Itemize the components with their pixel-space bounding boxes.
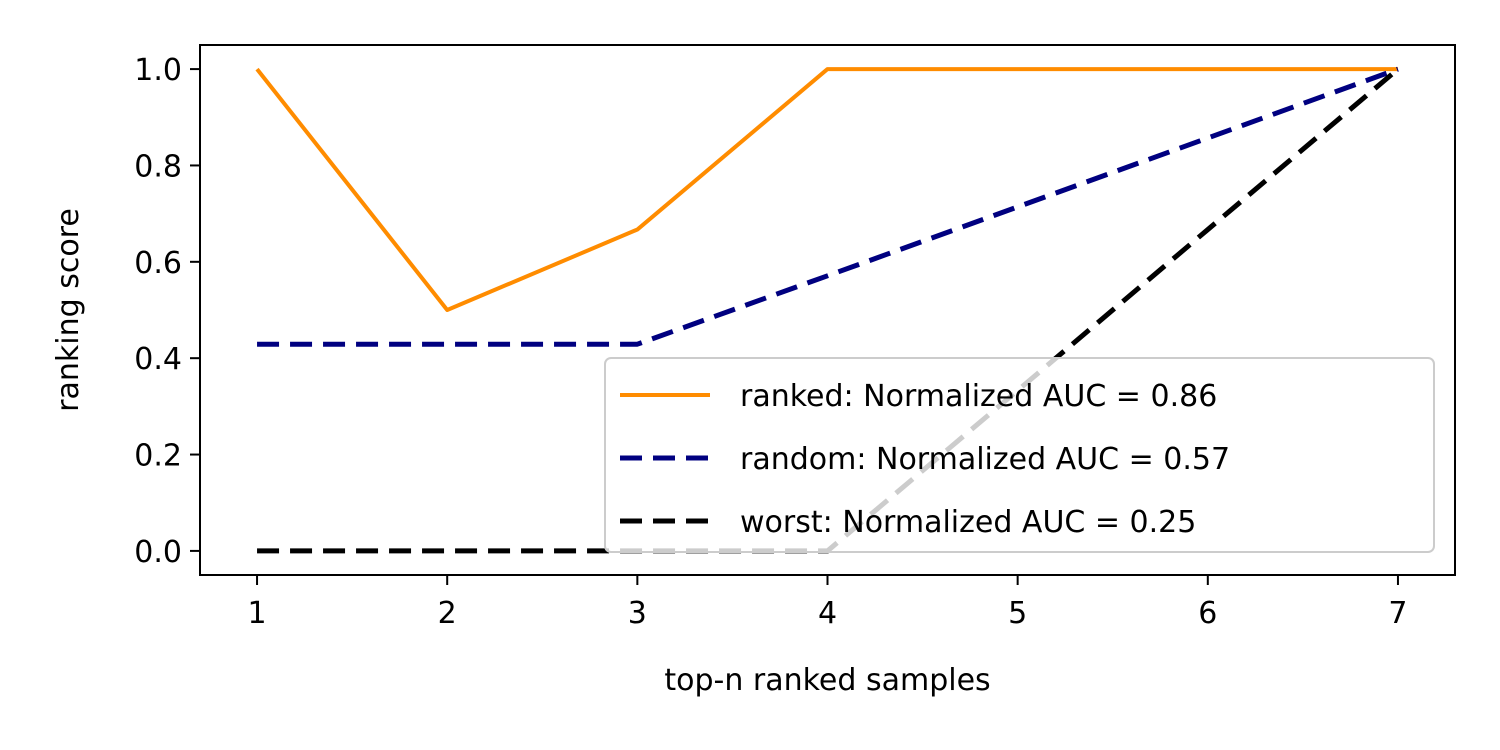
y-tick-label: 1.0: [134, 53, 182, 88]
legend-box: [604, 357, 1435, 553]
y-tick-label: 0.2: [134, 439, 182, 474]
x-tick-label: 5: [1008, 596, 1027, 631]
y-tick-label: 0.6: [134, 246, 182, 281]
y-tick-label: 0.0: [134, 535, 182, 570]
y-axis-label: ranking score: [51, 208, 86, 412]
x-axis: 1 2 3 4 5 6 7: [247, 575, 1408, 631]
legend-label: random: Normalized AUC = 0.57: [740, 442, 1230, 477]
x-tick-label: 4: [818, 596, 837, 631]
series-line-1: [255, 67, 1398, 312]
legend-label: worst: Normalized AUC = 0.25: [740, 505, 1196, 540]
x-axis-label: top-n ranked samples: [664, 663, 990, 698]
legend-label: ranked: Normalized AUC = 0.86: [740, 379, 1217, 414]
x-tick-label: 6: [1198, 596, 1217, 631]
legend: ranked: Normalized AUC = 0.86 random: Nor…: [604, 357, 1435, 553]
y-tick-label: 0.4: [134, 342, 182, 377]
x-tick-label: 2: [438, 596, 457, 631]
x-tick-label: 7: [1388, 596, 1407, 631]
x-tick-label: 3: [628, 596, 647, 631]
y-axis: 0.0 0.2 0.4 0.6 0.8 1.0: [134, 53, 200, 570]
y-tick-label: 0.8: [134, 149, 182, 184]
series-line-2: [257, 66, 1399, 347]
x-tick-label: 1: [247, 596, 266, 631]
